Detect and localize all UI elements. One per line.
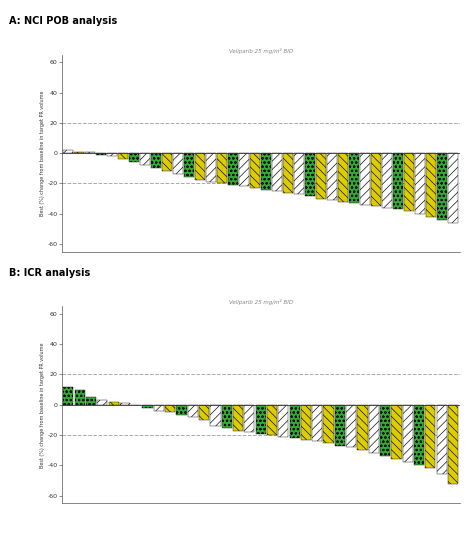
Bar	[255, 405, 266, 434]
Bar	[369, 405, 379, 453]
Bar	[415, 153, 425, 214]
Bar	[305, 153, 315, 196]
Bar	[371, 153, 381, 206]
Bar	[195, 153, 205, 181]
Bar	[437, 153, 447, 220]
Bar	[448, 405, 458, 484]
Bar	[267, 405, 277, 435]
Bar	[426, 153, 436, 217]
Y-axis label: Best (%) change from baseline in target PR volume: Best (%) change from baseline in target …	[39, 90, 45, 216]
Bar	[96, 153, 106, 155]
Bar	[294, 153, 304, 194]
Bar	[360, 153, 370, 205]
Bar	[165, 405, 175, 412]
Bar	[283, 153, 293, 193]
Bar	[382, 153, 392, 208]
Bar	[448, 153, 458, 223]
Bar	[349, 153, 359, 203]
Bar	[210, 405, 220, 426]
Bar	[425, 405, 436, 468]
Bar	[278, 405, 288, 437]
Bar	[154, 405, 164, 411]
Bar	[86, 397, 96, 405]
Bar	[290, 405, 300, 438]
Bar	[250, 153, 260, 188]
Bar	[63, 150, 73, 153]
Bar	[151, 153, 161, 168]
Y-axis label: Best (%) change from baseline in target PR volume: Best (%) change from baseline in target …	[39, 342, 45, 468]
Bar	[414, 405, 424, 465]
Bar	[176, 405, 187, 415]
Bar	[143, 405, 153, 408]
Bar	[228, 153, 238, 185]
Bar	[323, 405, 334, 443]
Bar	[64, 387, 73, 405]
Bar	[184, 153, 194, 177]
Bar	[437, 405, 447, 474]
Bar	[222, 405, 232, 428]
Bar	[393, 153, 403, 209]
Bar	[233, 405, 243, 430]
Bar	[120, 403, 130, 405]
Bar	[107, 153, 117, 156]
Bar	[327, 153, 337, 200]
Bar	[380, 405, 390, 456]
Bar	[261, 153, 271, 189]
Bar	[188, 405, 198, 417]
Bar	[316, 153, 326, 199]
Bar	[162, 153, 172, 171]
Bar	[402, 405, 413, 462]
Bar	[312, 405, 322, 441]
Legend: Progressive, Non-Progressive, Unknown: Progressive, Non-Progressive, Unknown	[190, 318, 332, 331]
Bar	[199, 405, 209, 420]
Bar	[335, 405, 345, 446]
Bar	[357, 405, 368, 450]
Text: B: ICR analysis: B: ICR analysis	[9, 268, 91, 278]
Bar	[140, 153, 150, 165]
Bar	[74, 152, 84, 153]
Bar	[392, 405, 401, 459]
Bar	[97, 400, 108, 405]
Bar	[244, 405, 255, 432]
Bar	[206, 153, 216, 182]
Bar	[74, 389, 85, 405]
Bar	[217, 153, 227, 183]
Bar	[338, 153, 348, 202]
Bar	[118, 153, 128, 159]
Bar	[301, 405, 311, 440]
Bar	[404, 153, 414, 211]
Bar	[173, 153, 183, 174]
Bar	[129, 153, 139, 162]
Title: Veliparib 25 mg/m² BID: Veliparib 25 mg/m² BID	[228, 48, 293, 54]
Title: Veliparib 25 mg/m² BID: Veliparib 25 mg/m² BID	[228, 299, 293, 305]
Bar	[272, 153, 282, 191]
Bar	[346, 405, 356, 447]
Bar	[239, 153, 249, 187]
Text: A: NCI POB analysis: A: NCI POB analysis	[9, 16, 118, 26]
Bar	[109, 401, 119, 405]
